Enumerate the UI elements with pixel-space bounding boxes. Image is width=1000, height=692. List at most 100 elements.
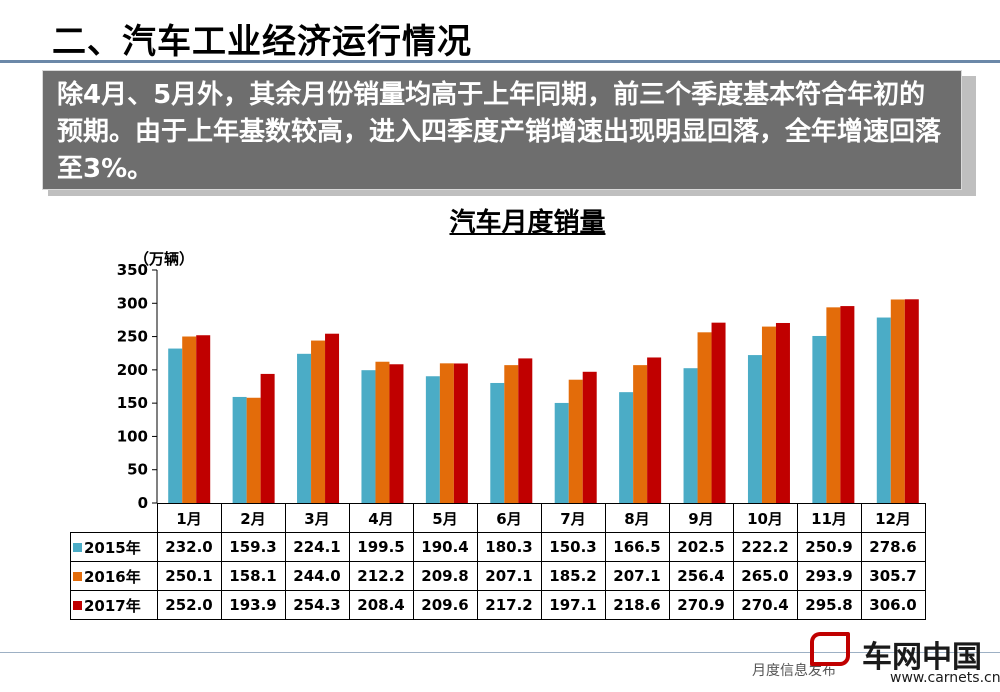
- data-label: 197.1: [540, 590, 606, 620]
- y-tick-label: 150: [117, 394, 148, 412]
- chart-title: 汽车月度销量: [449, 208, 606, 238]
- y-axis-unit: （万辆）: [134, 250, 195, 268]
- x-tick-label: 11月: [796, 503, 862, 533]
- bar-2015年-12月: [876, 317, 891, 503]
- bar-2015年-1月: [168, 348, 183, 503]
- data-label: 244.0: [284, 561, 350, 591]
- data-label: 150.3: [540, 532, 606, 562]
- data-label: 202.5: [668, 532, 734, 562]
- data-label: 222.2: [732, 532, 798, 562]
- y-tick-label: 50: [127, 461, 148, 479]
- x-tick-label: 6月: [476, 503, 542, 533]
- bar-2017年-1月: [196, 335, 211, 503]
- bar-2015年-9月: [683, 368, 698, 503]
- site-logo: 车网中国 www.carnets.cn: [810, 630, 1000, 690]
- data-label: 306.0: [860, 590, 926, 620]
- bar-2016年-6月: [504, 365, 519, 503]
- bar-2016年-8月: [633, 365, 648, 503]
- bar-2017年-3月: [325, 333, 340, 503]
- footer-text: 月度信息发布: [752, 663, 836, 679]
- data-label: 166.5: [604, 532, 670, 562]
- slide-title: 二、汽车工业经济运行情况: [52, 22, 472, 62]
- y-tick-label: 100: [117, 427, 148, 445]
- data-table: 1月 2月 3月 4月 5月 6月 7月 8月 9月 10月 11月 12月 2015年 232.0 159…: [70, 503, 926, 620]
- bar-2015年-5月: [425, 376, 440, 503]
- bar-2017年-11月: [840, 306, 855, 503]
- legend-entry: 2017年: [70, 590, 158, 620]
- data-label: 250.1: [156, 561, 222, 591]
- data-label: 208.4: [348, 590, 414, 620]
- legend-entry: 2016年: [70, 561, 158, 591]
- legend-key-icon: [73, 600, 82, 610]
- y-tick-label: 200: [117, 361, 148, 379]
- bar-2017年-9月: [711, 322, 726, 503]
- data-label: 305.7: [860, 561, 926, 591]
- y-tick-label: 300: [117, 294, 148, 312]
- logo-text: 车网中国: [862, 640, 982, 675]
- bar-2016年-10月: [761, 326, 776, 503]
- x-tick-label: 2月: [220, 503, 286, 533]
- x-tick-label: 3月: [284, 503, 350, 533]
- x-tick-label: 4月: [348, 503, 414, 533]
- data-label: 224.1: [284, 532, 350, 562]
- bar-2016年-7月: [568, 379, 583, 503]
- x-tick-label: 8月: [604, 503, 670, 533]
- y-tick-label: 250: [117, 328, 148, 346]
- bar-2015年-10月: [747, 355, 762, 503]
- x-tick-label: 12月: [860, 503, 926, 533]
- table-corner: [71, 504, 158, 533]
- bar-2015年-3月: [297, 353, 312, 503]
- data-label: 209.6: [412, 590, 478, 620]
- data-label: 295.8: [796, 590, 862, 620]
- bar-2017年-7月: [582, 371, 597, 503]
- logo-mark-icon: [810, 632, 850, 666]
- x-tick-label: 7月: [540, 503, 606, 533]
- data-label: 254.3: [284, 590, 350, 620]
- bar-2017年-5月: [453, 363, 468, 503]
- data-label: 252.0: [156, 590, 222, 620]
- table-row: 2015年 232.0 159.3 224.1 199.5 190.4 180.3 150.3…: [70, 532, 926, 562]
- data-label: 199.5: [348, 532, 414, 562]
- bar-2017年-4月: [389, 364, 404, 503]
- bar-2016年-12月: [890, 299, 905, 503]
- bar-2017年-2月: [260, 373, 275, 503]
- legend-entry: 2015年: [70, 532, 158, 562]
- callout-box: 除4月、5月外，其余月份销量均高于上年同期，前三个季度基本符合年初的预期。由于上…: [42, 70, 962, 190]
- x-tick-label: 10月: [732, 503, 798, 533]
- bar-2016年-1月: [182, 336, 197, 503]
- bar-2016年-3月: [311, 340, 326, 503]
- data-label: 158.1: [220, 561, 286, 591]
- data-label: 293.9: [796, 561, 862, 591]
- table-row: 2017年 252.0 193.9 254.3 208.4 209.6 217.2 197.1…: [70, 590, 926, 620]
- bar-2016年-11月: [826, 307, 841, 503]
- data-label: 207.1: [604, 561, 670, 591]
- footer-divider: [0, 652, 1000, 653]
- bar-2016年-2月: [246, 397, 261, 503]
- x-tick-label: 5月: [412, 503, 478, 533]
- data-label: 212.2: [348, 561, 414, 591]
- table-row: 2016年 250.1 158.1 244.0 212.2 209.8 207.1 185.2…: [70, 561, 926, 591]
- data-label: 250.9: [796, 532, 862, 562]
- x-tick-label: 9月: [668, 503, 734, 533]
- logo-url: www.carnets.cn: [890, 670, 1000, 686]
- data-label: 190.4: [412, 532, 478, 562]
- data-label: 193.9: [220, 590, 286, 620]
- bar-2017年-6月: [518, 358, 533, 503]
- data-label: 209.8: [412, 561, 478, 591]
- data-label: 256.4: [668, 561, 734, 591]
- bar-2015年-7月: [554, 402, 569, 503]
- data-label: 159.3: [220, 532, 286, 562]
- bar-2015年-6月: [490, 382, 505, 503]
- bar-2015年-2月: [232, 396, 247, 503]
- data-label: 218.6: [604, 590, 670, 620]
- legend-key-icon: [73, 542, 82, 552]
- bar-2015年-11月: [812, 335, 827, 503]
- title-divider: [0, 60, 1000, 63]
- data-label: 180.3: [476, 532, 542, 562]
- data-label: 185.2: [540, 561, 606, 591]
- data-label: 270.9: [668, 590, 734, 620]
- data-label: 270.4: [732, 590, 798, 620]
- data-label: 207.1: [476, 561, 542, 591]
- table-header-row: 1月 2月 3月 4月 5月 6月 7月 8月 9月 10月 11月 12月: [71, 503, 926, 533]
